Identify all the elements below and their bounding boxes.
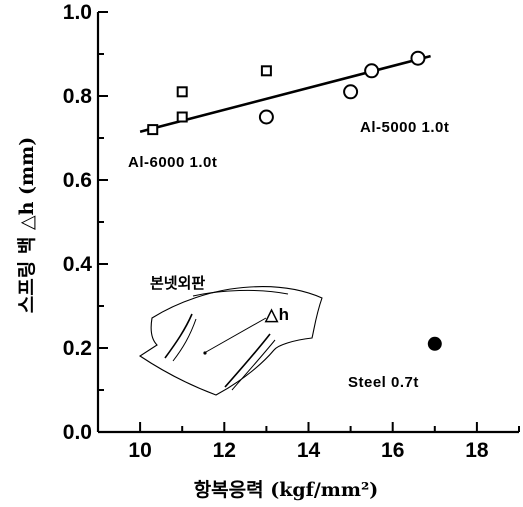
al5000-point [260, 111, 273, 124]
steel-point [428, 337, 442, 351]
delta-leader-line [206, 318, 266, 352]
label-steel: Steel 0.7t [348, 374, 419, 391]
data-marks [148, 52, 442, 351]
al5000-point [365, 64, 378, 77]
y-axis-title: 스프링 백 △h (mm) [16, 137, 38, 313]
bonnet-outline [140, 287, 322, 395]
y-tick-label: 0.0 [63, 421, 92, 444]
inset-title: 본넷외판 [150, 274, 205, 292]
bonnet-crease-right [225, 334, 270, 387]
y-tick-label: 0.4 [63, 253, 93, 276]
y-tick-label: 0.6 [63, 169, 92, 192]
bonnet-crease-left-inner [173, 319, 196, 361]
bonnet-panel-illustration: 본넷외판 △h [140, 274, 322, 395]
axis-tick-labels: 10 12 14 16 18 0.0 0.2 0.4 0.6 0.8 1.0 [63, 1, 489, 462]
y-tick-label: 0.8 [63, 85, 93, 108]
bonnet-crease-left [165, 314, 192, 358]
x-tick-label: 12 [213, 439, 236, 462]
al5000-point [344, 85, 357, 98]
y-tick-label: 0.2 [63, 337, 92, 360]
bonnet-crease-right-inner [232, 340, 275, 390]
al6000-point [148, 125, 157, 134]
y-tick-label: 1.0 [63, 1, 92, 24]
delta-h-label: △h [264, 305, 289, 324]
al5000-point [411, 52, 424, 65]
al6000-point [262, 66, 271, 75]
bonnet-crease-top [193, 290, 288, 296]
label-al6000: Al-6000 1.0t [128, 154, 217, 171]
label-al5000: Al-5000 1.0t [360, 119, 449, 136]
x-tick-label: 18 [465, 439, 489, 462]
al6000-point [178, 113, 187, 122]
x-tick-label: 14 [297, 439, 321, 462]
x-tick-label: 10 [128, 439, 151, 462]
x-axis-title: 항복응력 (kgf/mm²) [194, 479, 379, 501]
al6000-point [178, 87, 187, 96]
x-tick-label: 16 [381, 439, 404, 462]
